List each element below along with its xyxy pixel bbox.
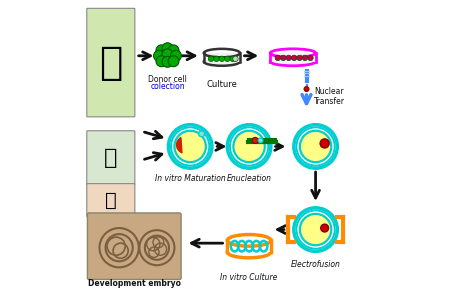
FancyBboxPatch shape — [87, 184, 135, 217]
Circle shape — [162, 43, 173, 54]
Circle shape — [286, 55, 292, 61]
Circle shape — [258, 138, 263, 143]
Circle shape — [252, 137, 258, 143]
Text: Enucleation: Enucleation — [227, 174, 272, 183]
Circle shape — [233, 56, 238, 62]
Circle shape — [225, 56, 230, 62]
Circle shape — [320, 139, 329, 148]
Text: In vitro Culture: In vitro Culture — [220, 273, 278, 282]
Circle shape — [297, 55, 302, 61]
Ellipse shape — [270, 57, 316, 66]
Polygon shape — [270, 53, 316, 62]
Circle shape — [154, 50, 164, 61]
Ellipse shape — [233, 131, 265, 162]
Circle shape — [208, 56, 214, 62]
Circle shape — [302, 55, 308, 61]
Circle shape — [199, 131, 205, 137]
Polygon shape — [204, 53, 240, 62]
Text: Nuclear
Transfer: Nuclear Transfer — [314, 87, 345, 106]
FancyBboxPatch shape — [87, 213, 181, 279]
Circle shape — [156, 56, 167, 67]
Circle shape — [292, 55, 297, 61]
Circle shape — [230, 56, 236, 62]
FancyBboxPatch shape — [87, 131, 135, 185]
Ellipse shape — [174, 131, 206, 162]
Text: Culture: Culture — [207, 80, 237, 89]
Ellipse shape — [300, 131, 331, 162]
Circle shape — [168, 56, 179, 67]
Circle shape — [171, 50, 182, 61]
Text: colection: colection — [150, 82, 185, 92]
Ellipse shape — [228, 246, 271, 258]
Circle shape — [281, 55, 286, 61]
Text: 🐕: 🐕 — [99, 44, 122, 82]
Circle shape — [304, 87, 309, 92]
Text: In vitro Maturation: In vitro Maturation — [155, 174, 226, 183]
Ellipse shape — [300, 214, 331, 245]
Circle shape — [168, 45, 179, 56]
Ellipse shape — [204, 57, 240, 66]
Circle shape — [156, 45, 167, 56]
Text: 🐖: 🐖 — [105, 191, 117, 210]
Circle shape — [308, 55, 313, 61]
Circle shape — [275, 55, 281, 61]
Circle shape — [321, 224, 328, 232]
Text: Donor cell: Donor cell — [148, 75, 187, 84]
Circle shape — [214, 56, 219, 62]
Text: Development embryo: Development embryo — [88, 279, 181, 288]
Polygon shape — [228, 240, 271, 252]
Circle shape — [219, 56, 225, 62]
Text: 🐄: 🐄 — [104, 148, 118, 168]
FancyBboxPatch shape — [87, 8, 135, 117]
Polygon shape — [176, 138, 182, 153]
Circle shape — [162, 56, 173, 67]
Text: Electrofusion: Electrofusion — [291, 260, 340, 269]
Circle shape — [162, 49, 173, 60]
